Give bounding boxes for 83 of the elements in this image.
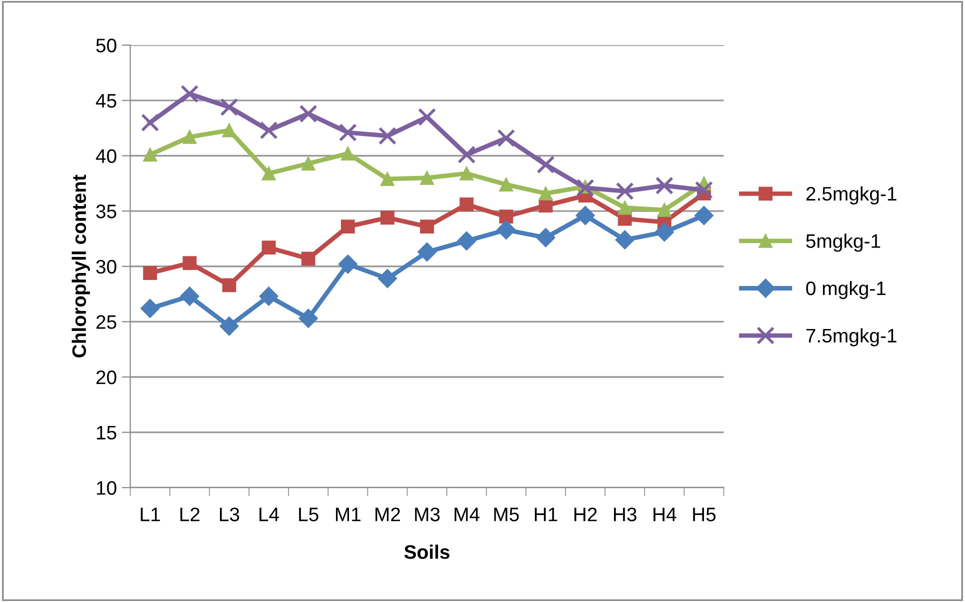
- point: [298, 308, 318, 328]
- x-tick-label: L1: [140, 508, 160, 522]
- x-tick-label: H3: [614, 508, 636, 522]
- point: [301, 156, 316, 170]
- legend-label: 0 mgkg-1: [806, 280, 886, 300]
- point: [536, 228, 556, 248]
- point: [141, 114, 160, 132]
- point: [538, 186, 553, 200]
- point: [262, 240, 276, 255]
- point: [655, 176, 674, 195]
- point: [260, 121, 278, 140]
- legend-label: 2.5mgkg-1: [806, 186, 896, 205]
- x-tick-label: M2: [376, 508, 400, 522]
- point: [338, 124, 357, 142]
- y-tick-label: 10: [96, 481, 116, 495]
- point: [259, 286, 278, 306]
- point: [262, 166, 276, 180]
- point: [457, 231, 476, 250]
- x-tick-label: M4: [454, 508, 480, 522]
- point: [499, 178, 514, 192]
- x-tick-label: L5: [299, 508, 318, 522]
- point: [182, 130, 197, 144]
- y-tick-label: 25: [96, 315, 116, 329]
- point: [301, 252, 316, 266]
- point: [222, 123, 236, 138]
- point: [143, 148, 157, 162]
- point: [180, 286, 200, 306]
- point: [694, 206, 714, 226]
- point: [222, 278, 236, 292]
- x-tick-label: M1: [336, 508, 360, 522]
- x-tick-label: H2: [574, 508, 597, 522]
- point: [616, 182, 634, 200]
- point: [338, 254, 358, 274]
- point: [615, 230, 634, 250]
- point: [458, 146, 476, 164]
- x-axis-title: Soils: [404, 544, 450, 559]
- y-tick-label: 30: [96, 260, 116, 274]
- point: [460, 197, 474, 212]
- x-tick-label: H1: [534, 508, 558, 522]
- point: [420, 220, 434, 234]
- y-tick-label: 15: [96, 426, 116, 440]
- point: [380, 172, 394, 186]
- point: [220, 316, 239, 336]
- point: [576, 206, 595, 226]
- legend-label: 5mgkg-1: [806, 234, 880, 252]
- x-tick-label: L4: [260, 508, 279, 522]
- y-tick-label: 20: [96, 370, 116, 384]
- x-tick-label: H5: [693, 508, 716, 522]
- point: [340, 146, 355, 160]
- point: [657, 203, 672, 217]
- y-tick-label: 40: [96, 149, 116, 164]
- point: [536, 156, 555, 174]
- point: [378, 269, 397, 288]
- point: [378, 126, 396, 145]
- point: [418, 108, 436, 126]
- point: [182, 256, 197, 270]
- point: [417, 242, 437, 262]
- point: [497, 129, 516, 148]
- point: [618, 200, 632, 215]
- x-tick-label: H4: [654, 508, 676, 522]
- x-tick-label: M5: [494, 508, 519, 522]
- point: [654, 222, 674, 242]
- y-axis-title: Chlorophyll content: [72, 174, 90, 358]
- point: [380, 210, 394, 225]
- point: [496, 220, 516, 240]
- point: [499, 210, 514, 224]
- point: [340, 220, 355, 234]
- x-tick-label: L2: [180, 508, 200, 522]
- point: [180, 84, 199, 103]
- x-tick-label: L3: [220, 508, 240, 522]
- point: [140, 298, 160, 318]
- point: [220, 98, 238, 116]
- y-tick-label: 45: [96, 94, 116, 108]
- point: [694, 181, 713, 200]
- y-tick-label: 35: [96, 204, 116, 218]
- point: [299, 104, 318, 123]
- y-tick-label: 50: [96, 38, 116, 52]
- point: [460, 166, 474, 180]
- point: [420, 170, 434, 185]
- x-tick-label: M3: [415, 508, 440, 522]
- point: [143, 266, 157, 280]
- legend-label: 7.5mgkg-1: [806, 328, 896, 346]
- point: [576, 178, 594, 197]
